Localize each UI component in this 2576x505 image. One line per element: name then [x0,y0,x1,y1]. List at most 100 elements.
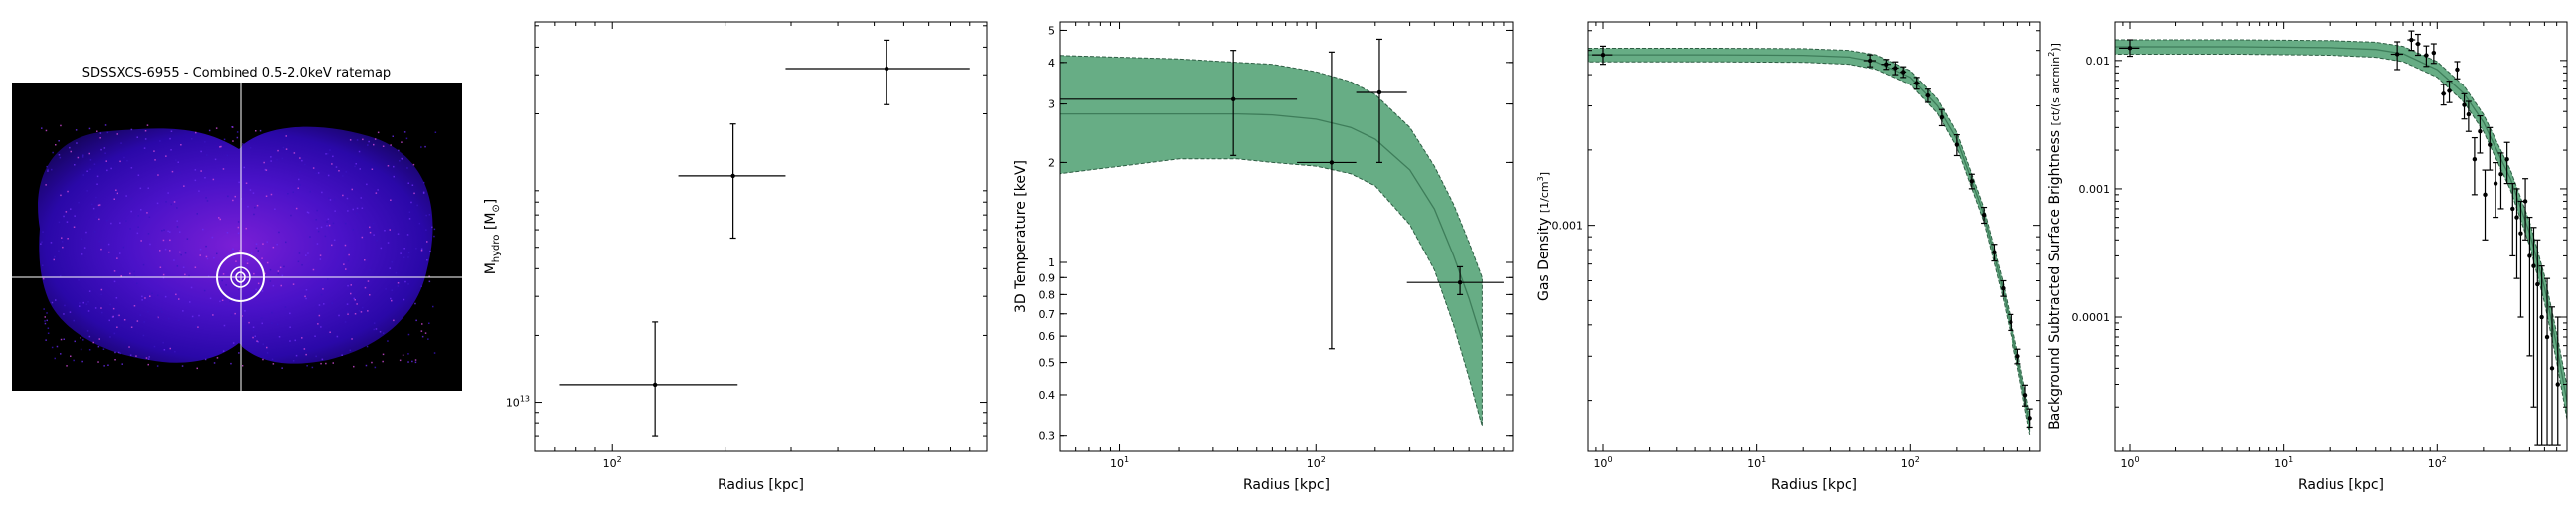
model-line [1588,54,2031,425]
point-marker [884,66,889,72]
x-axis-label: Radius [kpc] [1243,477,1330,493]
plot-area [1588,48,2031,435]
point-marker [2409,37,2414,43]
tick-label: 102 [2428,455,2447,470]
data-point [2446,81,2453,103]
tick-label: 0.3 [1039,430,1056,443]
point-marker [2518,231,2523,236]
tick-label: 0.4 [1039,389,1056,402]
point-marker [1893,66,1898,71]
tick-label: 101 [2274,455,2293,470]
data-point [2465,100,2472,132]
tick-label: 1013 [506,395,530,410]
data-point [2014,348,2021,365]
point-marker [1992,250,1997,255]
point-marker [1329,160,1335,165]
point-marker [2488,142,2493,147]
data-point [785,39,970,105]
data-point [1968,173,1975,190]
data-point [1592,45,1613,66]
data-point [678,123,786,240]
point-marker [2535,281,2540,287]
data-point [559,321,738,437]
data-point [2000,279,2007,297]
point-marker [2431,50,2437,56]
data-point [2440,84,2447,106]
data-point [1991,244,1998,262]
axes-frame [1587,21,2041,452]
point-marker [2466,111,2472,117]
point-marker [1925,92,1931,98]
point-marker [1939,114,1945,120]
point-marker [2544,334,2550,340]
tick-label: 0.001 [1552,220,1584,233]
y-axis-label: 3D Temperature [keV] [1013,160,1029,313]
data-point [2530,227,2537,408]
data-point [1900,66,1907,79]
point-marker [2555,382,2560,387]
model-line [2115,46,2567,403]
data-point [2407,30,2416,52]
point-marker [2015,354,2020,359]
tick-label: 0.7 [1039,308,1056,321]
point-marker [2504,156,2509,162]
ratemap-emission [38,124,437,370]
tick-label: 0.8 [1039,288,1056,301]
aperture-middle-circle [230,266,251,288]
data-point [2544,277,2551,446]
tick-label: 101 [1110,455,1129,470]
data-point [2509,182,2516,257]
point-marker [2472,156,2478,162]
point-marker [1230,96,1236,102]
point-marker [1867,58,1873,64]
point-marker [1914,81,1919,85]
point-marker [2455,67,2460,73]
point-marker [2009,319,2013,325]
tick-label: 0.9 [1039,271,1056,284]
point-marker [2539,314,2544,320]
model-line [1060,112,1484,342]
point-marker [2478,129,2483,134]
data-point [2497,152,2504,210]
axes-frame [534,21,988,452]
point-marker [1981,213,1987,218]
point-marker [2447,88,2452,93]
data-point [2534,239,2541,446]
tick-label: 101 [1747,455,1766,470]
data-point [2026,408,2033,429]
tick-label: 0.6 [1039,330,1056,343]
uncertainty-band [1060,55,1483,427]
tick-label: 102 [1901,455,1920,470]
point-marker [2394,52,2400,57]
gas-density-panel: 100 101 102 0.001 Radius [kpc] Gas Density [1… [1536,21,2041,493]
data-point [2522,178,2529,241]
tick-label: 5 [1048,24,1055,37]
point-marker [730,173,735,179]
tick-label: 1 [1048,256,1055,269]
uncertainty-band [1588,48,2031,435]
point-marker [2001,285,2006,291]
point-marker [2022,393,2028,398]
data-point [2517,200,2524,318]
point-marker [652,382,658,388]
point-marker [2522,199,2528,204]
plot-area [1060,55,1484,427]
data-point [1297,51,1357,350]
y-axis-label: Background Subtracted Surface Brightness… [2047,43,2063,430]
x-axis-label: Radius [kpc] [718,477,804,493]
tick-label: 100 [2120,455,2139,470]
y-axis-label: Mhydro [M⊙] [483,199,502,275]
data-point [2487,126,2494,171]
data-point [1981,206,1988,225]
tick-label: 102 [603,455,622,470]
data-point [2493,161,2499,219]
tick-label: 0.001 [2079,183,2111,196]
axes-frame [1059,21,1514,452]
point-marker [2127,46,2133,51]
surface-brightness-panel: 100 101 102 0.0001 0.001 0.01 Radius [kpc] Back… [2047,21,2568,493]
plot-area [2115,39,2567,420]
tick-label: 0.5 [1039,357,1056,370]
data-point [1356,38,1407,164]
data-point [1924,88,1931,103]
tick-label: 0.01 [2086,55,2111,68]
